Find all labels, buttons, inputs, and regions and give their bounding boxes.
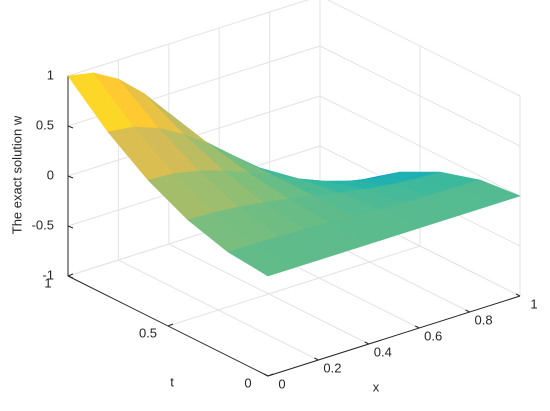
x-tick-label: 0.4 [374, 344, 392, 359]
z-tick-label: 0.5 [36, 117, 54, 132]
tick-mark [67, 275, 74, 279]
t-tick-label: 1 [44, 275, 51, 290]
tick-mark [263, 373, 269, 377]
surface [67, 72, 521, 277]
tick-mark [67, 225, 74, 229]
tick-mark [267, 373, 274, 377]
t-axis-label: t [170, 374, 174, 389]
tick-mark [67, 175, 74, 179]
x-tick-label: 0.6 [424, 328, 442, 343]
x-tick-label: 0.8 [475, 312, 493, 327]
grid-line [67, 0, 310, 77]
tick-mark [364, 341, 370, 345]
z-tick-label: -1 [42, 267, 54, 282]
x-tick-label: 0.2 [323, 360, 341, 375]
tick-mark [314, 357, 319, 361]
labels: -1 -0.5 0 0.5 1 0 0.2 0.4 0.6 0.8 1 0 0.5 1 [32, 67, 538, 391]
surface-cell [227, 243, 294, 277]
axis-line [267, 295, 521, 377]
tick-mark [67, 273, 74, 277]
x-tick-label: 1 [530, 296, 537, 311]
z-axis-label: The exact solution w [9, 115, 24, 234]
x-axis-label: x [373, 379, 380, 394]
x-tick-label: 0 [278, 376, 285, 391]
tick-mark [67, 125, 74, 129]
z-tick-label: 1 [47, 67, 54, 82]
z-tick-label: -0.5 [32, 217, 54, 232]
tick-mark [515, 293, 521, 297]
tick-mark [465, 309, 470, 313]
grid-line [167, 245, 421, 327]
tick-mark [167, 323, 174, 327]
t-tick-label: 0.5 [139, 325, 157, 340]
z-tick-label: 0 [47, 167, 54, 182]
t-tick-label: 0 [244, 375, 251, 390]
tick-mark [414, 325, 420, 329]
